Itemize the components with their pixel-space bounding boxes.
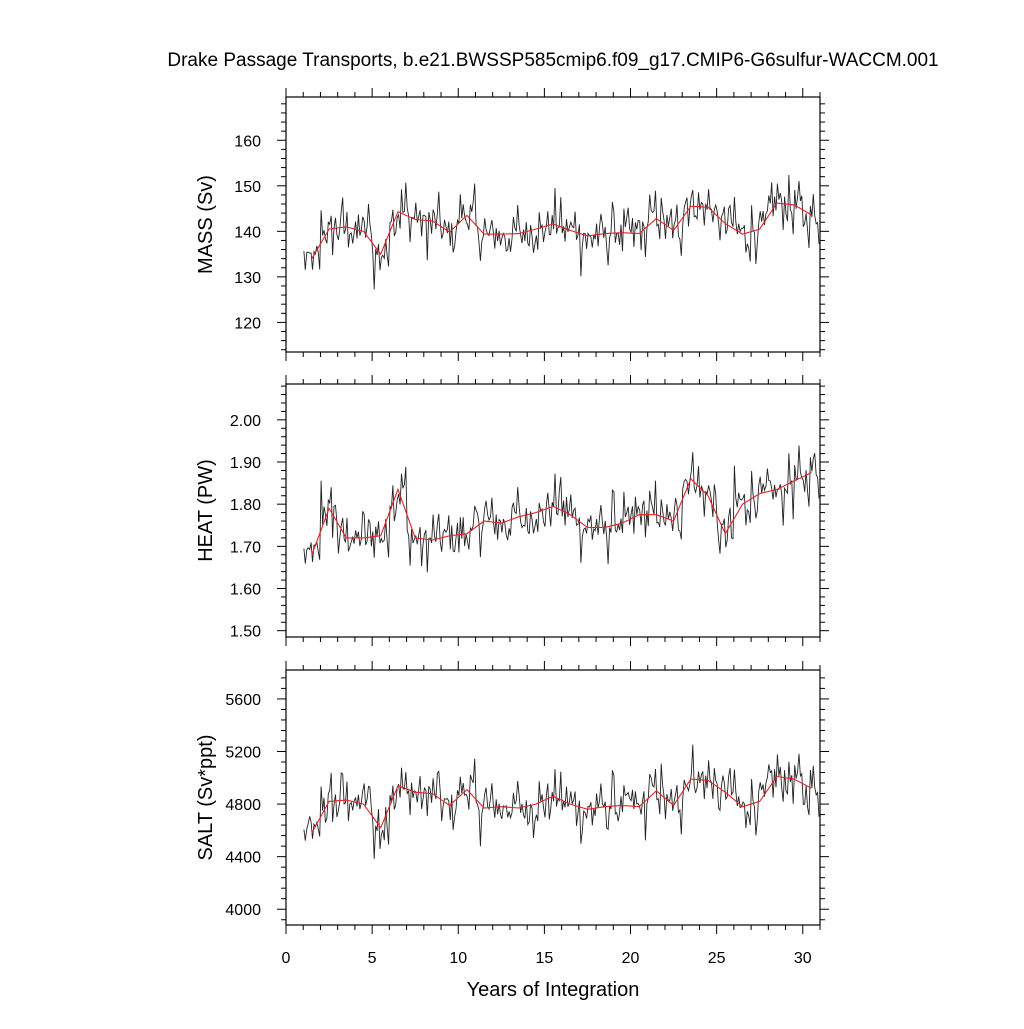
monthly-series-line (303, 174, 820, 290)
y-tick-label: 1.80 (230, 497, 261, 514)
y-tick-label: 4800 (225, 797, 261, 814)
y-axis-label: MASS (Sv) (195, 175, 217, 274)
y-tick-label: 120 (234, 315, 261, 332)
y-tick-label: 1.70 (230, 539, 261, 556)
y-tick-label: 1.50 (230, 624, 261, 641)
y-tick-label: 4400 (225, 850, 261, 867)
y-tick-label: 140 (234, 224, 261, 241)
chart-title: Drake Passage Transports, b.e21.BWSSP585… (167, 50, 938, 71)
y-tick-label: 130 (234, 270, 261, 287)
y-tick-label: 5200 (225, 744, 261, 761)
y-tick-label: 4000 (225, 902, 261, 919)
y-tick-label: 1.60 (230, 582, 261, 599)
monthly-series-line (303, 744, 820, 859)
x-tick-label: 20 (622, 950, 640, 967)
monthly-series-line (303, 445, 820, 573)
panel-frame (285, 669, 821, 926)
panel-frame (285, 383, 821, 638)
x-tick-label: 10 (449, 950, 467, 967)
y-axis-label: SALT (Sv*ppt) (195, 735, 217, 861)
y-tick-label: 1.90 (230, 455, 261, 472)
annual-mean-line (311, 775, 812, 834)
y-tick-label: 5600 (225, 692, 261, 709)
y-tick-label: 150 (234, 179, 261, 196)
annual-mean-line (311, 472, 812, 555)
x-tick-label: 0 (282, 950, 291, 967)
panel-frame (285, 96, 821, 353)
x-axis-label: Years of Integration (467, 979, 640, 1001)
annual-mean-line (311, 202, 812, 259)
x-tick-label: 25 (708, 950, 726, 967)
x-tick-label: 5 (368, 950, 377, 967)
y-axis-label: HEAT (PW) (195, 459, 217, 562)
panel-3: 4000 4400 4800 5200 5600 SALT (Sv*ppt) (195, 661, 829, 934)
y-tick-label: 2.00 (230, 413, 261, 430)
panel-1: 120 130 140 150 160 MASS (Sv) (195, 88, 829, 361)
x-tick-label: 30 (794, 950, 812, 967)
panel-2: 1.50 1.60 1.70 1.80 1.90 2.00 HEAT (PW) (195, 375, 829, 646)
y-tick-label: 160 (234, 133, 261, 150)
x-tick-label: 15 (535, 950, 553, 967)
